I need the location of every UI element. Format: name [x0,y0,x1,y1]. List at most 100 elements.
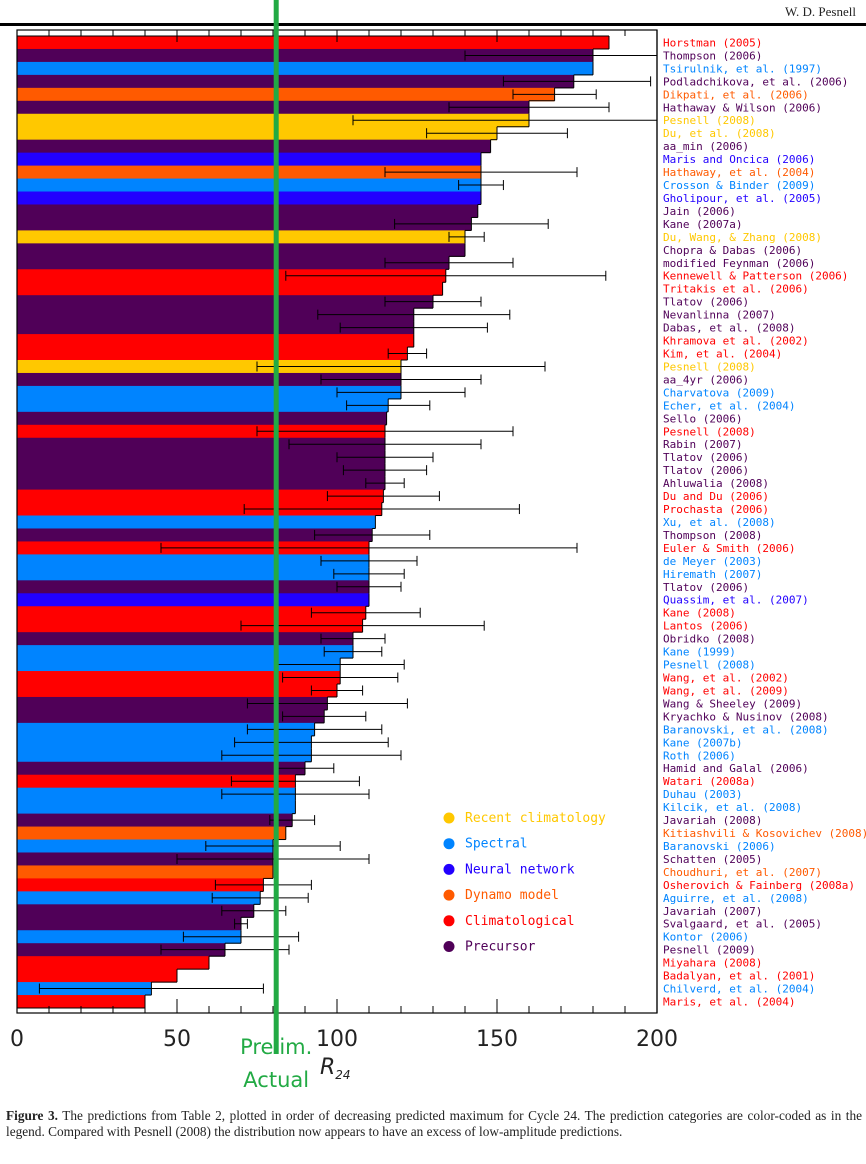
bar-label: Aguirre, et al. (2008) [663,892,809,905]
bar [17,813,293,828]
bar-label: Jain (2006) [663,205,736,218]
bar [17,943,225,957]
bar-labels-layer: Horstman (2005)Thompson (2006)Tsirulnik,… [663,36,866,1008]
bar [17,684,337,698]
legend-marker-neural [443,863,455,875]
bar-label: Hamid and Galal (2006) [663,762,809,775]
bar [17,256,449,270]
bar [17,826,286,841]
bar [17,969,177,983]
x-tick-label: 50 [163,1027,191,1052]
bar [17,269,446,283]
bar [17,658,341,672]
bar-label: Dikpati, et al. (2006) [663,88,809,101]
page-header-author: W. D. Pesnell [784,4,856,19]
bar [17,709,325,724]
bar-label: Kennewell & Patterson (2006) [663,270,848,283]
bar [17,204,478,218]
bar-label: Dabas, et al. (2008) [663,322,795,335]
bar [17,360,401,374]
legend-label-clim: Climatological [465,914,575,929]
bar [17,917,241,931]
legend-marker-dynamo [443,889,455,901]
bar-label: Tlatov (2006) [663,581,749,594]
bar [17,761,305,776]
bar-label: Charvatova (2009) [663,386,776,399]
bar-label: Lantos (2006) [663,620,749,633]
legend-marker-precursor [443,941,455,952]
bar-label: Pesnell (2008) [663,425,756,438]
bar [17,437,385,452]
bar-label: Tsirulnik, et al. (1997) [663,62,822,75]
bar [17,463,385,478]
bar-label: Baranovski (2006) [663,840,776,853]
bar [17,48,593,63]
bar-label: Obridko (2008) [663,633,756,646]
bar [17,411,387,426]
bar-label: Kilcik, et al. (2008) [663,801,802,814]
x-tick-label: 100 [316,1027,358,1052]
bar [17,735,312,750]
bar [17,282,443,296]
bar [17,787,296,802]
bar [17,321,414,335]
bar [17,476,385,491]
legend-label-neural: Neural network [465,862,575,877]
bar-label: Kontor (2006) [663,931,749,944]
bar-label: Pesnell (2008) [663,114,756,127]
error-bars-layer [38,50,657,994]
caption-label: Figure 3. [6,1108,58,1123]
bar-label: Watari (2008a) [663,775,756,788]
bar [17,74,574,89]
bar [17,347,408,361]
bar-label: modified Feynman (2006) [663,257,815,270]
bar [17,450,385,465]
bar-label: Schatten (2005) [663,853,762,866]
bar-label: Kim, et al. (2004) [663,348,782,361]
bar-label: Maris and Oncica (2006) [663,153,815,166]
bar [17,671,341,685]
bar [17,528,373,542]
bar-label: Du, et al. (2008) [663,127,776,140]
axes-layer: 0 50 100 150 200 R24 [10,29,678,1082]
bar [17,489,384,504]
bar [17,191,481,205]
bar-label: Thompson (2006) [663,49,762,62]
bar-label: Osherovich & Fainberg (2008a) [663,879,855,892]
bar [17,424,385,439]
bar-label: Miyahara (2008) [663,957,762,970]
x-tick-label: 150 [476,1027,518,1052]
bar [17,230,465,244]
bar-label: Chilverd, et al. (2004) [663,983,815,996]
bar [17,100,529,115]
bar [17,839,273,853]
bar-label: Du and Du (2006) [663,490,769,503]
bar-label: Tlatov (2006) [663,451,749,464]
bar [17,865,273,879]
bar-label: Roth (2006) [663,749,736,762]
bar-label: Maris, et al. (2004) [663,996,795,1009]
bar-label: Du, Wang, & Zhang (2008) [663,231,822,244]
bar [17,774,296,789]
prelim-label: Prelim. [240,1035,312,1059]
bar [17,748,312,763]
bar-label: Wang, et al. (2002) [663,672,789,685]
bar [17,113,529,128]
bar [17,61,593,76]
bar-label: Pesnell (2008) [663,659,756,672]
bar-label: Javariah (2008) [663,814,762,827]
bar [17,295,433,309]
bar-label: Pesnell (2008) [663,360,756,373]
legend-marker-recent [443,812,455,824]
bar-label: Baranovski, et al. (2008) [663,723,829,736]
bar [17,580,369,594]
bar-label: Kryachko & Nusinov (2008) [663,710,829,723]
legend-label-spectral: Spectral [465,837,528,852]
bar-label: aa_min (2006) [663,140,749,153]
bar [17,178,481,193]
bar-label: Hiremath (2007) [663,568,762,581]
bar-label: Wang, et al. (2009) [663,684,789,697]
bar [17,217,472,231]
bar-label: Badalyan, et al. (2001) [663,970,815,983]
